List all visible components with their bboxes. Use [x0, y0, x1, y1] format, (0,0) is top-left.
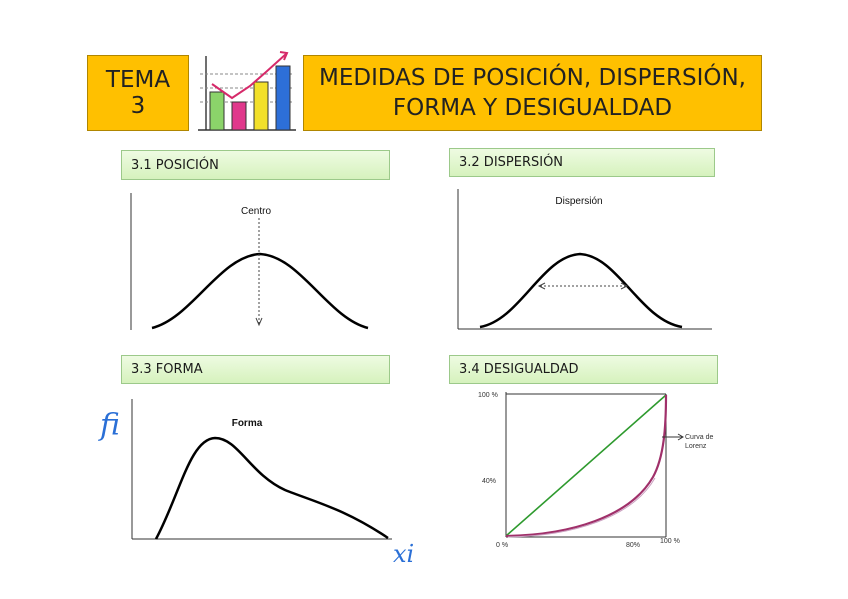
normal-curve	[479, 252, 683, 329]
y-tick-mid: 40%	[482, 478, 496, 485]
lorenz-curve	[505, 394, 668, 538]
section-label-dispersion: 3.2 DISPERSIÓN	[449, 148, 715, 177]
lorenz-label-line-1: Curva de	[685, 434, 714, 441]
x-tick-end: 100 %	[660, 538, 680, 545]
lorenz-label-line-2: Lorenz	[685, 443, 707, 450]
main-title-line-2: FORMA Y DESIGUALDAD	[392, 95, 673, 121]
y-tick-top: 100 %	[478, 392, 498, 399]
pointer-head	[677, 433, 684, 441]
right-arrow-head	[620, 282, 629, 290]
main-title-line-1: MEDIDAS DE POSICIÓN, DISPERSIÓN,	[319, 65, 746, 91]
origin-tick: 0 %	[496, 542, 508, 549]
tema-label: TEMA	[105, 67, 171, 93]
dispersion-figure: Dispersión	[457, 189, 712, 330]
x-tick-mid: 80%	[626, 542, 640, 549]
shape-figure: Forma	[131, 399, 392, 540]
section-label-desigualdad: 3.4 DESIGUALDAD	[449, 355, 718, 384]
lorenz-curve-shadow	[507, 477, 656, 538]
section-label-posicion: 3.1 POSICIÓN	[121, 150, 390, 180]
tema-box: TEMA 3	[87, 55, 189, 131]
figure-label-forma: Forma	[232, 418, 263, 429]
figure-label-dispersion: Dispersión	[555, 196, 602, 207]
equality-line	[505, 394, 667, 537]
normal-curve	[151, 252, 369, 330]
figure-label-centro: Centro	[241, 206, 271, 217]
bar-chart-icon	[192, 48, 300, 134]
position-figure: Centro	[130, 193, 369, 330]
main-title-box: MEDIDAS DE POSICIÓN, DISPERSIÓN, FORMA Y…	[303, 55, 762, 131]
arrow-head	[255, 317, 263, 327]
handwritten-xi: xi	[393, 540, 415, 568]
tema-number: 3	[130, 93, 146, 119]
skewed-curve	[154, 436, 389, 540]
lorenz-figure: 100 % 40% 0 % 80% 100 % Curva de Lorenz	[478, 392, 714, 549]
section-label-forma: 3.3 FORMA	[121, 355, 390, 384]
handwritten-fi: fi	[100, 408, 121, 443]
left-arrow-head	[537, 282, 546, 290]
